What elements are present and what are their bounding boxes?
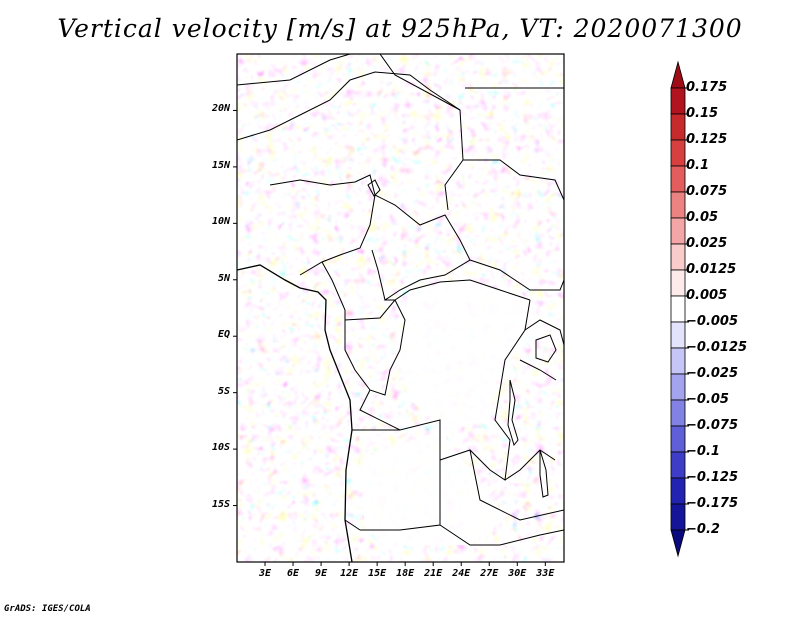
colorbar-top-arrow xyxy=(670,60,686,89)
colorbar-swatch xyxy=(670,217,686,245)
colorbar-swatch xyxy=(670,451,686,479)
colorbar-swatch xyxy=(670,295,686,323)
map-frame xyxy=(236,53,565,563)
border-sudan xyxy=(463,159,564,291)
velocity-field xyxy=(237,54,564,562)
colorbar-swatch xyxy=(670,165,686,193)
x-tick-label: 3E xyxy=(258,568,272,579)
colorbar-level-label: 0.005 xyxy=(686,288,728,303)
calm-region-congo xyxy=(395,280,545,430)
colorbar-level-label: −0.125 xyxy=(686,470,739,485)
border-north-africa xyxy=(237,54,564,111)
lake-tanganyika xyxy=(507,379,519,447)
colorbar-level-label: −0.075 xyxy=(686,418,739,433)
colorbar-level-label: 0.15 xyxy=(686,106,719,121)
tick-marks xyxy=(233,109,546,566)
borders-layer xyxy=(237,54,564,562)
x-tick-label: 18E xyxy=(396,568,415,579)
colorbar-level-label: 0.025 xyxy=(686,236,728,251)
colorbar-swatch xyxy=(670,113,686,141)
lake-chad xyxy=(367,179,381,197)
border-namibia xyxy=(344,519,564,546)
colorbar-level-label: 0.0125 xyxy=(686,262,737,277)
colorbar-level-label: −0.175 xyxy=(686,496,739,511)
colorbar-bottom-arrow xyxy=(670,529,686,558)
colorbar-swatch xyxy=(670,87,686,115)
colorbar-level-label: −0.2 xyxy=(686,522,720,537)
colorbar-level-label: −0.005 xyxy=(686,314,739,329)
colorbar-level-label: −0.1 xyxy=(686,444,720,459)
colorbar-level-label: 0.075 xyxy=(686,184,728,199)
y-tick-label: 15N xyxy=(211,159,230,171)
colorbar-swatch xyxy=(670,321,686,349)
colorbar-level-label: 0.05 xyxy=(686,210,719,225)
grads-credit: GrADS: IGES/COLA xyxy=(4,604,91,614)
x-tick-label: 12E xyxy=(340,568,359,579)
border-east-africa xyxy=(504,319,564,481)
y-tick-label: 10S xyxy=(211,442,230,454)
x-tick-label: 15E xyxy=(368,568,387,579)
border-angola-zambia xyxy=(352,429,564,531)
border-congo xyxy=(344,299,406,396)
x-tick-label: 24E xyxy=(452,568,471,579)
colorbar-level-label: 0.175 xyxy=(686,80,728,95)
colorbar-level-label: −0.0125 xyxy=(686,340,748,355)
colorbar-swatch xyxy=(670,477,686,505)
colorbar-level-label: 0.1 xyxy=(686,158,710,173)
x-tick-label: 33E xyxy=(536,568,555,579)
y-tick-label: 10N xyxy=(211,216,230,228)
colorbar-swatch xyxy=(670,139,686,167)
x-tick-label: 30E xyxy=(508,568,527,579)
border-car xyxy=(394,279,531,301)
colorbar-swatch xyxy=(670,503,686,531)
y-tick-label: 5N xyxy=(217,272,230,284)
border-sahel-north xyxy=(237,71,464,211)
colorbar-swatch xyxy=(670,347,686,375)
colorbar-swatch xyxy=(670,399,686,427)
x-tick-label: 27E xyxy=(480,568,499,579)
colorbar-swatch xyxy=(670,243,686,271)
colorbar xyxy=(670,60,689,558)
colorbar-swatch xyxy=(670,373,686,401)
colorbar-swatch xyxy=(670,425,686,453)
x-tick-label: 9E xyxy=(315,568,328,579)
colorbar-level-label: −0.025 xyxy=(686,366,739,381)
colorbar-level-label: 0.125 xyxy=(686,132,728,147)
x-tick-label: 21E xyxy=(424,568,443,579)
colorbar-swatch xyxy=(670,269,686,297)
y-tick-label: 20N xyxy=(211,103,230,115)
border-chad xyxy=(371,194,471,301)
y-tick-label: EQ xyxy=(217,329,230,341)
coastline-west-africa xyxy=(237,264,353,562)
y-tick-label: 15S xyxy=(211,498,230,510)
map-title: Vertical velocity [m/s] at 925hPa, VT: 2… xyxy=(57,14,743,43)
calm-region-south xyxy=(360,430,500,545)
lake-victoria xyxy=(535,334,557,363)
x-tick-label: 6E xyxy=(287,568,300,579)
y-tick-label: 5S xyxy=(217,385,230,397)
lake-malawi xyxy=(539,449,549,498)
colorbar-swatch xyxy=(670,191,686,219)
colorbar-level-label: −0.05 xyxy=(686,392,729,407)
